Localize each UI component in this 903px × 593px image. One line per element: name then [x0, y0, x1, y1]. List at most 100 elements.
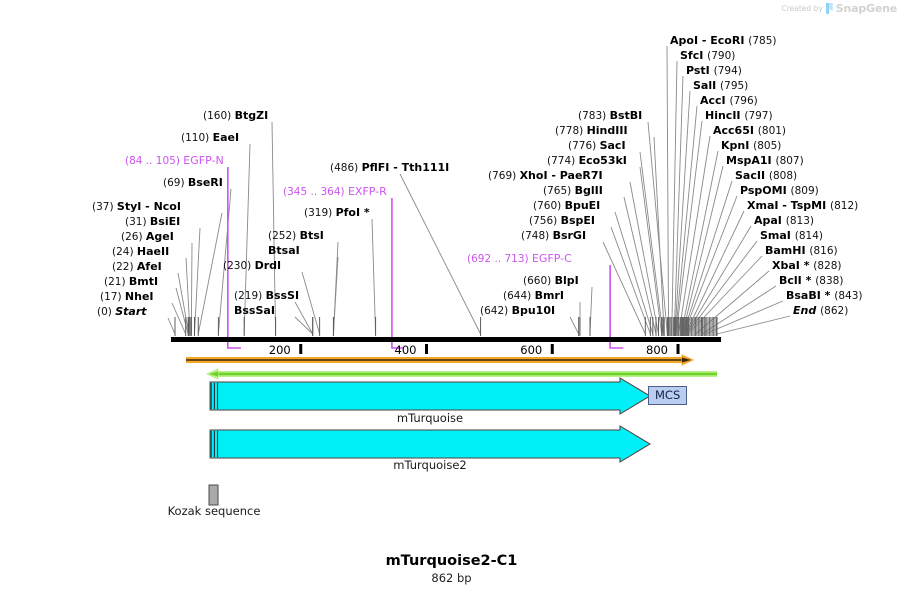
restriction-site-label[interactable]: BamHI (816) [765, 244, 838, 258]
restriction-site-label[interactable]: (319) PfoI * [304, 207, 370, 220]
site-leader-line [171, 302, 187, 335]
feature-label[interactable]: (84 .. 105) EGFP-N [125, 155, 224, 168]
site-position: (660) [523, 275, 555, 287]
site-enzyme-name: BglII [574, 184, 603, 197]
restriction-site-label[interactable]: XbaI * (828) [772, 260, 842, 273]
site-leader-line [167, 317, 176, 335]
restriction-site-label[interactable]: (765) BglII [543, 184, 603, 198]
restriction-site-label[interactable]: PspOMI (809) [740, 185, 819, 198]
feature-range: (84 .. 105) [125, 155, 184, 167]
restriction-site-label[interactable]: (160) BtgZI [203, 110, 268, 123]
restriction-site-label[interactable]: (31) BsiEI [125, 216, 180, 229]
mcs-badge[interactable]: MCS [648, 386, 688, 405]
site-leader-line [197, 212, 223, 335]
restriction-site-label[interactable]: MspA1I (807) [726, 155, 804, 168]
site-leader-line [704, 300, 784, 335]
snapgene-flag-icon [825, 3, 833, 14]
restriction-site-label[interactable]: XmaI - TspMI (812) [747, 200, 858, 213]
restriction-site-label[interactable]: (110) EaeI [181, 132, 239, 145]
site-leader-line [217, 188, 232, 335]
restriction-site-label[interactable]: (769) XhoI - PaeR7I [488, 169, 603, 183]
site-enzyme-name: SfcI [680, 49, 708, 62]
feature-arrow-mTurquoise2[interactable] [209, 425, 651, 463]
restriction-site-label[interactable]: (486) PflFI - Tth111I [330, 162, 449, 175]
site-position: (778) [555, 125, 587, 137]
snapgene-watermark: Created by SnapGene [782, 2, 898, 15]
restriction-site-label[interactable]: Acc65I (801) [713, 125, 786, 138]
site-position: (809) [790, 185, 819, 197]
restriction-site-label[interactable]: (21) BmtI [104, 276, 158, 289]
site-position: (813) [785, 215, 814, 227]
site-position: (805) [753, 140, 782, 152]
restriction-site-label[interactable]: End (862) [793, 304, 848, 318]
restriction-site-label[interactable]: PstI (794) [686, 65, 742, 78]
site-leader-line [639, 166, 663, 335]
restriction-site-label[interactable]: HincII (797) [705, 110, 773, 123]
feature-connector [609, 265, 624, 349]
restriction-site-label[interactable]: (17) NheI [100, 291, 154, 304]
restriction-site-label[interactable]: KpnI (805) [721, 140, 782, 153]
site-enzyme-name: SacI [599, 139, 626, 152]
restriction-site-label[interactable]: BtsaI [268, 245, 300, 257]
restriction-site-label[interactable]: (26) AgeI [121, 231, 174, 244]
restriction-site-label[interactable]: BsaBI * (843) [786, 290, 863, 303]
ruler-tick-label: 600 [520, 343, 543, 357]
restriction-site-label[interactable]: SfcI (790) [680, 49, 735, 63]
site-position: (776) [568, 140, 600, 152]
restriction-site-label[interactable]: SalI (795) [693, 80, 748, 93]
restriction-site-label[interactable]: BclI * (838) [779, 275, 843, 288]
site-leader-line [569, 316, 580, 335]
site-enzyme-name: HindIII [586, 124, 628, 137]
site-position: (486) [330, 162, 362, 174]
site-enzyme-name: SacII [735, 169, 769, 182]
restriction-site-label[interactable]: (760) BpuEI [533, 200, 600, 213]
site-enzyme-name: Bpu10I [511, 304, 556, 317]
restriction-site-label[interactable]: (252) BtsI [268, 230, 324, 243]
restriction-site-label[interactable]: (774) Eco53kI [547, 155, 627, 168]
site-position: (17) [100, 291, 125, 303]
site-position: (219) [234, 290, 266, 302]
site-enzyme-name: End [793, 304, 821, 317]
restriction-site-label[interactable]: (642) Bpu10I [480, 304, 556, 318]
restriction-site-label[interactable]: (22) AfeI [112, 261, 162, 274]
restriction-site-label[interactable]: (783) BstBI [578, 110, 642, 123]
site-leader-line [674, 90, 691, 335]
site-enzyme-name: SmaI [760, 229, 795, 242]
restriction-site-label[interactable]: (778) HindIII [555, 124, 628, 138]
restriction-site-label[interactable]: (230) DrdI [223, 259, 282, 273]
site-position: (319) [304, 207, 336, 219]
site-enzyme-name: BseRI [187, 176, 223, 189]
site-position: (816) [809, 245, 838, 257]
feature-arrow-mTurquoise[interactable] [209, 377, 651, 415]
restriction-site-label[interactable]: (24) HaeII [112, 246, 169, 259]
restriction-site-label[interactable]: SacII (808) [735, 169, 797, 183]
site-enzyme-name: DrdI [254, 259, 282, 272]
site-enzyme-name: XhoI - PaeR7I [519, 169, 603, 182]
feature-label[interactable]: (692 .. 713) EGFP-C [467, 252, 572, 266]
restriction-site-label[interactable]: (69) BseRI [163, 176, 223, 190]
site-position: (110) [181, 132, 213, 144]
restriction-site-label[interactable]: (37) StyI - NcoI [92, 201, 181, 214]
restriction-site-label[interactable]: (660) BlpI [523, 275, 579, 288]
restriction-site-label[interactable]: (644) BmrI [503, 290, 564, 303]
restriction-site-label[interactable]: AccI (796) [700, 95, 758, 108]
feature-bar-caption: mTurquoise2 [393, 458, 467, 472]
feature-name: EGFP-C [531, 252, 572, 265]
restriction-site-label[interactable]: SmaI (814) [760, 229, 823, 243]
site-position: (843) [834, 290, 863, 302]
site-enzyme-name: BspEI [560, 214, 595, 227]
feature-label[interactable]: (345 .. 364) EXFP-R [283, 186, 387, 199]
restriction-site-label[interactable]: (219) BssSI [234, 290, 299, 303]
restriction-site-label[interactable]: ApoI - EcoRI (785) [670, 35, 776, 48]
restriction-site-label[interactable]: (748) BsrGI [521, 230, 586, 243]
restriction-site-label[interactable]: (756) BspEI [529, 214, 595, 228]
restriction-site-label[interactable]: (776) SacI [568, 139, 626, 153]
restriction-site-label[interactable]: BssSaI [234, 305, 275, 317]
kozak-sequence-label: Kozak sequence [167, 504, 261, 518]
kozak-sequence-box[interactable] [208, 484, 219, 506]
restriction-site-label[interactable]: (0) Start [97, 306, 147, 319]
site-leader-line [685, 210, 745, 335]
site-leader-line [614, 211, 654, 335]
site-enzyme-name: BamHI [765, 244, 810, 257]
restriction-site-label[interactable]: ApaI (813) [754, 215, 814, 228]
